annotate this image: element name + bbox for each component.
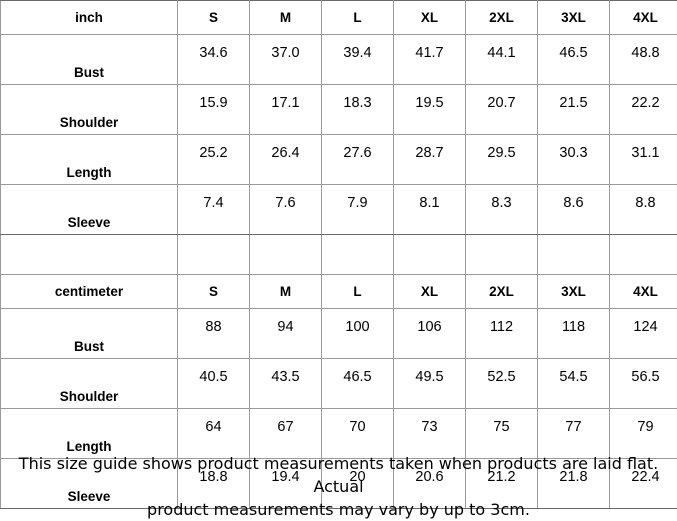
table-cell: 27.6	[322, 135, 394, 185]
table-row: Shoulder 40.5 43.5 46.5 49.5 52.5 54.5 5…	[1, 359, 677, 409]
size-header: L	[322, 1, 394, 35]
table-row: Bust 34.6 37.0 39.4 41.7 44.1 46.5 48.8	[1, 35, 677, 85]
measurement-label: Length	[1, 409, 178, 459]
size-header: M	[250, 1, 322, 35]
table-row: Shoulder 15.9 17.1 18.3 19.5 20.7 21.5 2…	[1, 85, 677, 135]
size-header: 4XL	[610, 275, 677, 309]
table-cell: 40.5	[178, 359, 250, 409]
table-cell: 8.8	[610, 185, 677, 235]
empty-cell	[250, 235, 322, 275]
table-cell: 79	[610, 409, 677, 459]
table-cell: 8.3	[466, 185, 538, 235]
size-table: inch S M L XL 2XL 3XL 4XL Bust 34.6 37.0…	[0, 0, 677, 509]
empty-cell	[1, 235, 178, 275]
note-line-1: This size guide shows product measuremen…	[0, 452, 677, 498]
table-cell: 15.9	[178, 85, 250, 135]
table-cell: 21.5	[538, 85, 610, 135]
size-header: XL	[394, 275, 466, 309]
table-cell: 46.5	[538, 35, 610, 85]
table-cell: 22.2	[610, 85, 677, 135]
size-guide-note: This size guide shows product measuremen…	[0, 452, 677, 521]
unit-label-inch: inch	[1, 1, 178, 35]
table-cell: 25.2	[178, 135, 250, 185]
table-cell: 88	[178, 309, 250, 359]
table-cell: 49.5	[394, 359, 466, 409]
table-row: Length 64 67 70 73 75 77 79	[1, 409, 677, 459]
table-cell: 34.6	[178, 35, 250, 85]
table-cell: 17.1	[250, 85, 322, 135]
table-cell: 73	[394, 409, 466, 459]
table-cell: 26.4	[250, 135, 322, 185]
table-cell: 124	[610, 309, 677, 359]
table-cell: 56.5	[610, 359, 677, 409]
table-cell: 100	[322, 309, 394, 359]
table-cell: 94	[250, 309, 322, 359]
unit-label-centimeter: centimeter	[1, 275, 178, 309]
size-header: L	[322, 275, 394, 309]
size-header: XL	[394, 1, 466, 35]
table-cell: 70	[322, 409, 394, 459]
table-cell: 29.5	[466, 135, 538, 185]
cm-header-row: centimeter S M L XL 2XL 3XL 4XL	[1, 275, 677, 309]
empty-cell	[466, 235, 538, 275]
table-row: Bust 88 94 100 106 112 118 124	[1, 309, 677, 359]
table-cell: 112	[466, 309, 538, 359]
empty-cell	[610, 235, 677, 275]
table-cell: 41.7	[394, 35, 466, 85]
inch-header-row: inch S M L XL 2XL 3XL 4XL	[1, 1, 677, 35]
size-header: S	[178, 275, 250, 309]
table-cell: 67	[250, 409, 322, 459]
table-cell: 43.5	[250, 359, 322, 409]
empty-cell	[178, 235, 250, 275]
table-cell: 39.4	[322, 35, 394, 85]
size-header: S	[178, 1, 250, 35]
size-header: 3XL	[538, 1, 610, 35]
table-cell: 48.8	[610, 35, 677, 85]
size-header: 2XL	[466, 1, 538, 35]
table-cell: 64	[178, 409, 250, 459]
measurement-label: Shoulder	[1, 85, 178, 135]
table-cell: 118	[538, 309, 610, 359]
empty-cell	[394, 235, 466, 275]
table-row: Sleeve 7.4 7.6 7.9 8.1 8.3 8.6 8.8	[1, 185, 677, 235]
measurement-label: Shoulder	[1, 359, 178, 409]
empty-cell	[322, 235, 394, 275]
empty-cell	[538, 235, 610, 275]
table-cell: 46.5	[322, 359, 394, 409]
size-header: 3XL	[538, 275, 610, 309]
size-header: 2XL	[466, 275, 538, 309]
table-cell: 77	[538, 409, 610, 459]
table-cell: 37.0	[250, 35, 322, 85]
table-cell: 106	[394, 309, 466, 359]
size-header: 4XL	[610, 1, 677, 35]
table-cell: 75	[466, 409, 538, 459]
table-cell: 44.1	[466, 35, 538, 85]
table-cell: 18.3	[322, 85, 394, 135]
table-cell: 28.7	[394, 135, 466, 185]
measurement-label: Length	[1, 135, 178, 185]
table-cell: 8.6	[538, 185, 610, 235]
table-cell: 7.6	[250, 185, 322, 235]
measurement-label: Bust	[1, 35, 178, 85]
table-cell: 20.7	[466, 85, 538, 135]
table-cell: 31.1	[610, 135, 677, 185]
table-row: Length 25.2 26.4 27.6 28.7 29.5 30.3 31.…	[1, 135, 677, 185]
spacer-row	[1, 235, 677, 275]
note-line-2: product measurements may vary by up to 3…	[0, 498, 677, 521]
table-cell: 30.3	[538, 135, 610, 185]
table-cell: 7.9	[322, 185, 394, 235]
table-cell: 19.5	[394, 85, 466, 135]
table-cell: 54.5	[538, 359, 610, 409]
measurement-label: Bust	[1, 309, 178, 359]
table-cell: 8.1	[394, 185, 466, 235]
size-header: M	[250, 275, 322, 309]
table-cell: 7.4	[178, 185, 250, 235]
table-cell: 52.5	[466, 359, 538, 409]
measurement-label: Sleeve	[1, 185, 178, 235]
